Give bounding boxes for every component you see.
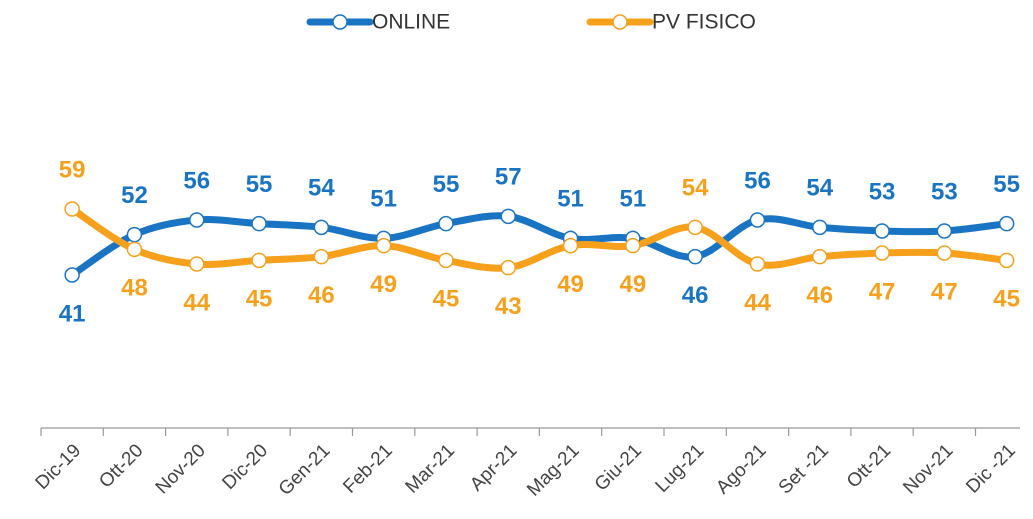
data-label: 46 [806, 282, 833, 309]
series-line [68, 205, 1011, 272]
data-label: 57 [495, 164, 522, 191]
point [126, 226, 143, 243]
point [313, 248, 330, 265]
point [251, 252, 267, 269]
x-tick-label: Set -21 [775, 440, 833, 498]
data-label: 51 [370, 186, 397, 213]
x-tick-label: Gen-21 [275, 440, 335, 500]
point [874, 223, 890, 239]
data-label: 46 [308, 282, 335, 309]
data-label: 53 [931, 178, 958, 205]
point [438, 252, 454, 269]
point [936, 223, 953, 239]
data-label: 41 [59, 300, 86, 327]
x-tick-label: Dic-19 [32, 440, 86, 494]
point [438, 215, 454, 232]
point [126, 241, 143, 258]
point [313, 219, 330, 236]
data-label: 55 [993, 171, 1020, 198]
point [812, 248, 828, 265]
x-tick-label: Nov-20 [152, 440, 210, 498]
x-tick-label: Ago-21 [712, 440, 770, 498]
legend-marker [612, 14, 628, 30]
x-tick-label: Dic-20 [218, 440, 272, 494]
point [562, 237, 579, 254]
point [189, 256, 205, 272]
x-tick-label: Mar-21 [402, 440, 459, 497]
data-label: 48 [121, 275, 148, 302]
point [749, 256, 766, 272]
data-label: 44 [744, 289, 771, 316]
x-tick-label: Ott-21 [843, 440, 895, 492]
point [687, 248, 703, 265]
x-tick-label: Nov-21 [899, 440, 957, 498]
data-label: 54 [682, 175, 709, 202]
x-tick-label: Dic -21 [962, 440, 1019, 497]
x-tick-label: Mag-21 [523, 440, 583, 500]
data-label: 55 [433, 171, 460, 198]
data-label: 47 [869, 278, 896, 305]
data-label: 56 [744, 167, 771, 194]
data-label: 52 [121, 182, 148, 209]
data-label: 49 [619, 271, 646, 298]
data-label: 45 [993, 286, 1020, 313]
point [500, 208, 516, 225]
data-label: 51 [557, 186, 584, 213]
point [998, 215, 1015, 232]
data-label: 51 [619, 186, 646, 213]
data-label: 44 [183, 289, 210, 316]
point [998, 252, 1015, 269]
point [64, 201, 80, 217]
point [375, 237, 392, 254]
data-label: 54 [806, 175, 833, 202]
data-label: 54 [308, 175, 335, 202]
point [64, 267, 80, 283]
point [874, 245, 890, 261]
point [812, 219, 828, 236]
x-tick-label: Apr-21 [466, 440, 521, 495]
data-label: 56 [183, 167, 210, 194]
data-label: 59 [59, 156, 86, 183]
point [189, 212, 205, 228]
data-label: 43 [495, 293, 522, 320]
series-line [68, 212, 1011, 279]
data-label: 55 [246, 171, 273, 198]
data-label: 47 [931, 278, 958, 305]
point [936, 245, 953, 261]
x-tick-label: Ott-20 [95, 440, 147, 492]
x-tick-label: Feb-21 [339, 440, 396, 497]
point [251, 215, 267, 232]
point [687, 219, 703, 236]
data-label: 45 [433, 286, 460, 313]
legend-label: ONLINE [372, 11, 450, 34]
data-label: 45 [246, 286, 273, 313]
data-label: 49 [557, 271, 584, 298]
point [625, 237, 641, 254]
data-label: 53 [869, 178, 896, 205]
data-label: 49 [370, 271, 397, 298]
data-label: 46 [682, 282, 709, 309]
point [749, 212, 766, 228]
x-tick-label: Giu-21 [591, 440, 646, 495]
legend-label: PV FISICO [652, 11, 756, 34]
point [500, 259, 516, 276]
legend-marker [332, 14, 348, 30]
x-tick-label: Lug-21 [652, 440, 709, 497]
